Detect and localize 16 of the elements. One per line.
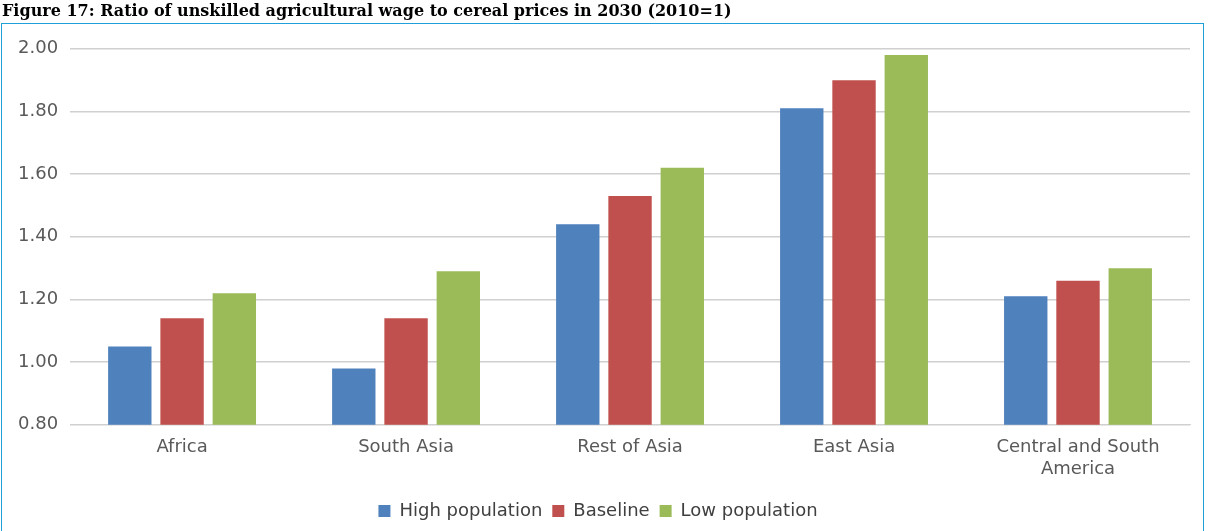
x-tick-label: Africa bbox=[156, 435, 208, 457]
y-tick-label: 2.00 bbox=[18, 36, 59, 58]
x-tick-label: South Asia bbox=[358, 435, 454, 457]
chart-title: Figure 17: Ratio of unskilled agricultural wage to cereal prices in 2030 (2010=1) bbox=[2, 1, 732, 21]
y-tick-label: 0.80 bbox=[18, 412, 59, 434]
y-tick-label: 1.40 bbox=[18, 224, 59, 246]
x-tick-label: Rest of Asia bbox=[577, 435, 683, 457]
x-tick-label: Central and South America bbox=[996, 435, 1160, 478]
y-tick-label: 1.20 bbox=[18, 287, 59, 309]
x-tick-label: East Asia bbox=[812, 435, 896, 457]
legend-label: Low population bbox=[680, 498, 818, 520]
legend-label: High population bbox=[399, 498, 543, 520]
y-tick-label: 1.60 bbox=[18, 161, 59, 183]
legend-label: Baseline bbox=[573, 498, 650, 520]
y-tick-label: 1.00 bbox=[18, 349, 59, 371]
y-tick-label: 1.80 bbox=[18, 99, 59, 121]
